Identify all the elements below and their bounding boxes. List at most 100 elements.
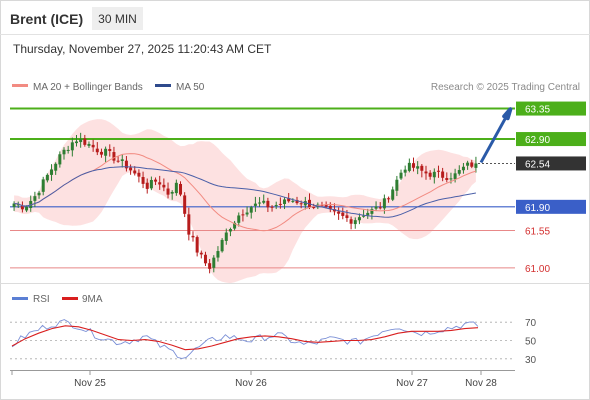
candle (391, 186, 395, 202)
support-1-tag-label: 61.90 (525, 203, 550, 214)
candle-body (16, 204, 20, 206)
timestamp: Thursday, November 27, 2025 11:20:43 AM … (13, 42, 272, 56)
candle-body (104, 148, 108, 156)
candle (228, 227, 232, 237)
timeframe-label: 30 MIN (98, 12, 137, 26)
candle (158, 175, 162, 190)
price-tags-layer: 63.35 62.90 62.54 61.90 61.55 61.00 (516, 101, 586, 275)
candle (12, 201, 16, 211)
candle (403, 165, 407, 177)
support-1-tag (516, 199, 586, 214)
support-2-label: 61.55 (525, 227, 550, 238)
candle-body (74, 141, 78, 144)
candle-body (120, 159, 124, 161)
candle (174, 179, 178, 196)
last-price-tag-label: 62.54 (525, 159, 550, 170)
candle-body (174, 182, 178, 194)
candle-body (416, 166, 420, 169)
candle (445, 172, 449, 183)
x-axis-ticks: Nov 25 Nov 26 Nov 27 Nov 28 (11, 370, 497, 389)
candle-body (337, 211, 341, 214)
candle (407, 158, 411, 173)
candle-body (20, 205, 24, 210)
candle (179, 181, 183, 197)
candle-body (295, 199, 299, 204)
candle (378, 202, 382, 210)
candle-body (345, 215, 349, 219)
candle-body (412, 163, 416, 168)
candle (166, 182, 170, 199)
level-lines-layer (10, 107, 515, 269)
candle-body (70, 142, 74, 151)
ma20-legend-swatch (12, 84, 28, 87)
candle-body (245, 212, 249, 215)
candle-body (203, 254, 207, 264)
candle (461, 162, 465, 174)
candle-body (183, 195, 187, 214)
candle-body (50, 169, 54, 175)
candle (428, 170, 432, 180)
candle (457, 165, 461, 176)
candle-body (91, 144, 95, 148)
candle-body (445, 178, 449, 180)
candle (399, 169, 403, 181)
candle (79, 132, 83, 148)
candle (233, 220, 237, 231)
candle-body (208, 263, 212, 269)
candle-body (253, 203, 257, 206)
candle (95, 142, 99, 156)
candle (129, 164, 133, 175)
candle-body (378, 207, 382, 209)
candle-body (141, 177, 145, 184)
rsi-ma9-line (11, 325, 479, 351)
candle-body (216, 251, 220, 258)
candle-body (166, 188, 170, 195)
candle-body (436, 170, 440, 172)
candle (395, 175, 399, 197)
candle-body (395, 179, 399, 191)
candle (328, 202, 332, 213)
candle-body (366, 212, 370, 216)
candle (74, 134, 78, 147)
candle-body (291, 200, 295, 202)
support-3-label: 61.00 (525, 264, 550, 275)
candle (436, 165, 440, 178)
candle-body (441, 171, 445, 178)
x-tick-label: Nov 26 (235, 378, 267, 389)
ma9-legend-swatch (62, 297, 78, 300)
candle-body (158, 182, 162, 185)
candle-body (387, 198, 391, 200)
candle (349, 216, 353, 230)
candle-body (224, 232, 228, 241)
candle (412, 157, 416, 172)
projection-arrow-shaft (479, 114, 509, 164)
rsi-tick-label: 70 (525, 318, 537, 329)
candle-body (62, 149, 66, 155)
candle-body (129, 167, 133, 171)
candle-body (461, 166, 465, 171)
candle (66, 145, 70, 154)
candle (253, 196, 257, 212)
candle (141, 171, 145, 189)
candle (137, 169, 141, 183)
candle-body (66, 149, 70, 151)
candle (37, 190, 41, 199)
candle-body (79, 139, 83, 143)
candle (341, 207, 345, 220)
candle (50, 164, 54, 181)
candle-body (357, 217, 361, 221)
candle-body (99, 151, 103, 155)
candle-body (95, 148, 99, 153)
last-price-tag (516, 156, 586, 171)
candle-body (187, 214, 191, 235)
ma50-legend-label: MA 50 (176, 82, 205, 93)
candle-body (179, 183, 183, 195)
candle-body (137, 172, 141, 177)
resistance-2-tag-label: 63.35 (525, 105, 550, 116)
candle-body (199, 252, 203, 255)
candle-body (466, 162, 470, 166)
ma20-legend-label: MA 20 + Bollinger Bands (33, 82, 143, 93)
timeframe-badge[interactable] (92, 7, 143, 30)
candle (466, 160, 470, 170)
